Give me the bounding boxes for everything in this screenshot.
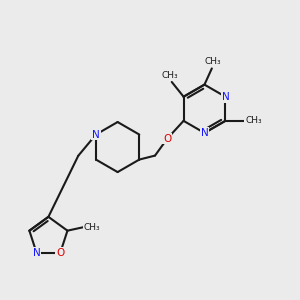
Text: CH₃: CH₃ [84, 223, 100, 232]
Text: N: N [92, 130, 100, 140]
Text: N: N [221, 92, 229, 102]
Text: N: N [33, 248, 41, 258]
Text: CH₃: CH₃ [204, 57, 221, 66]
Text: O: O [56, 248, 64, 258]
Text: O: O [163, 134, 172, 143]
Text: N: N [201, 128, 208, 138]
Text: CH₃: CH₃ [245, 116, 262, 125]
Text: CH₃: CH₃ [161, 71, 178, 80]
